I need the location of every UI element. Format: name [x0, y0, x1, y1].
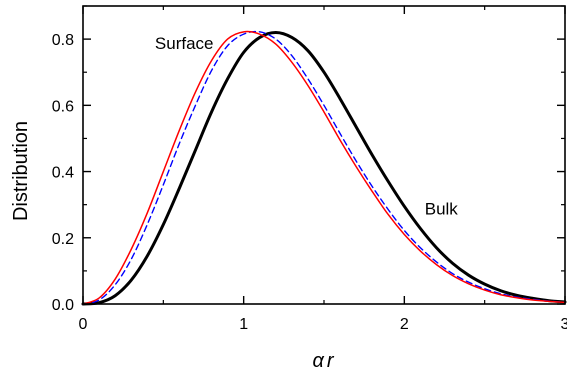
chart-annotations: Surface Bulk [155, 34, 458, 219]
y-tick-label: 0.0 [52, 297, 74, 314]
annotation-surface: Surface [155, 34, 214, 53]
chart-curves [81, 30, 567, 306]
annotation-bulk: Bulk [425, 200, 459, 219]
y-axis-ticks: 0.0 0.2 0.4 0.6 0.8 [52, 5, 565, 314]
series-line-2 [82, 30, 566, 305]
x-tick-label: 3 [561, 316, 567, 333]
y-tick-label: 0.6 [52, 98, 74, 115]
series-line-1 [81, 30, 567, 306]
x-tick-label: 1 [239, 316, 248, 333]
y-tick-label: 0.2 [52, 231, 74, 248]
y-tick-label: 0.4 [52, 165, 74, 182]
x-tick-label: 0 [79, 316, 88, 333]
x-axis-ticks: 0 1 2 3 [79, 6, 567, 333]
y-tick-label: 0.8 [52, 32, 74, 49]
y-axis-label: Distribution [10, 121, 32, 221]
series-line-3 [82, 30, 566, 305]
x-tick-label: 2 [400, 316, 409, 333]
